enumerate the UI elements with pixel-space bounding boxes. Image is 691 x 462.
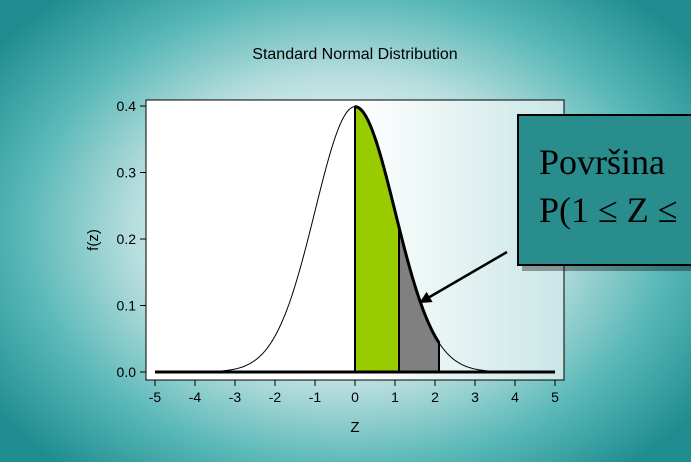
x-tick-label: -1 xyxy=(309,389,322,405)
x-tick-label: 2 xyxy=(431,389,439,405)
y-axis-label: f(z) xyxy=(85,229,102,251)
x-tick-label: -4 xyxy=(189,389,202,405)
x-tick-label: 0 xyxy=(351,389,359,405)
x-tick-label: -5 xyxy=(149,389,162,405)
y-tick-label: 0.4 xyxy=(117,98,137,114)
callout-text-line-1: Površina xyxy=(539,142,665,182)
chart-title: Standard Normal Distribution xyxy=(252,46,457,63)
area-callout-box: Površina P(1 ≤ Z ≤ xyxy=(517,114,691,266)
x-tick-label: -2 xyxy=(269,389,282,405)
x-tick-label: 4 xyxy=(511,389,519,405)
x-tick-label: 1 xyxy=(391,389,399,405)
callout-text-line-2: P(1 ≤ Z ≤ xyxy=(539,190,678,230)
y-tick-label: 0.0 xyxy=(117,364,137,380)
y-tick-label: 0.3 xyxy=(117,165,137,181)
x-axis-label: Z xyxy=(350,419,359,436)
pointer-arrow xyxy=(419,250,508,304)
x-tick-label: -3 xyxy=(229,389,242,405)
x-tick-label: 5 xyxy=(551,389,559,405)
shaded-upper-boundary xyxy=(354,105,441,344)
y-tick-label: 0.1 xyxy=(117,298,137,314)
y-tick-label: 0.2 xyxy=(117,231,137,247)
x-tick-label: 3 xyxy=(471,389,479,405)
